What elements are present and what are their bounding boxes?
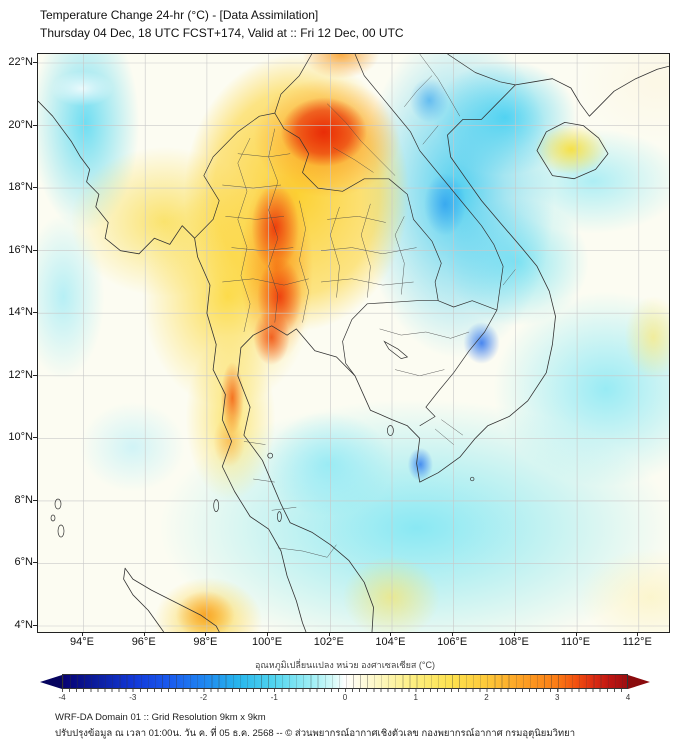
y-tick-label: 22°N bbox=[8, 56, 33, 68]
country-borders bbox=[194, 54, 516, 427]
y-tick-label: 10°N bbox=[8, 431, 33, 444]
y-tick-label: 8°N bbox=[14, 493, 33, 506]
colorbar bbox=[40, 674, 650, 689]
x-tick-mark bbox=[390, 632, 392, 636]
x-tick-label: 100°E bbox=[252, 636, 283, 648]
colorbar-left-arrow bbox=[40, 674, 62, 689]
lakes-and-islands bbox=[50, 340, 475, 538]
x-tick-label: 112°E bbox=[622, 636, 652, 648]
colorbar-gradient bbox=[62, 674, 628, 689]
y-tick-mark bbox=[33, 624, 37, 626]
colorbar-tick-label: -3 bbox=[129, 693, 137, 702]
province-borders bbox=[222, 54, 516, 558]
y-tick-mark bbox=[33, 249, 37, 251]
x-tick-label: 110°E bbox=[560, 636, 591, 648]
y-tick-mark bbox=[33, 374, 37, 376]
x-tick-label: 106°E bbox=[437, 636, 468, 648]
page-subtitle: Thursday 04 Dec, 18 UTC FCST+174, Valid … bbox=[40, 26, 404, 40]
map-plot-area bbox=[37, 53, 670, 633]
x-tick-label: 108°E bbox=[498, 636, 529, 648]
x-tick-label: 104°E bbox=[375, 636, 406, 648]
y-tick-mark bbox=[33, 187, 37, 189]
y-tick-mark bbox=[33, 437, 37, 439]
x-tick-mark bbox=[637, 632, 639, 636]
x-tick-mark bbox=[267, 632, 269, 636]
colorbar-tick-label: -1 bbox=[270, 693, 278, 702]
colorbar-right-arrow bbox=[628, 674, 650, 689]
temperature-heatmap bbox=[38, 54, 669, 632]
coastline bbox=[38, 65, 669, 632]
y-tick-label: 14°N bbox=[8, 306, 33, 319]
data-credit: ปรับปรุงข้อมูล ณ เวลา 01:00น. วัน ค. ที่… bbox=[55, 728, 576, 739]
colorbar-tick-label: 0 bbox=[342, 693, 348, 702]
geography-boundaries bbox=[38, 54, 669, 632]
colorbar-tick-label: -4 bbox=[58, 693, 66, 702]
colorbar-tick-label: 2 bbox=[484, 693, 489, 702]
x-tick-mark bbox=[205, 632, 207, 636]
x-tick-mark bbox=[328, 632, 330, 636]
colorbar-tick-label: 1 bbox=[413, 693, 418, 702]
y-tick-mark bbox=[33, 124, 37, 126]
colorbar-tick-label: 4 bbox=[625, 693, 631, 702]
x-tick-mark bbox=[575, 632, 577, 636]
y-tick-mark bbox=[33, 562, 37, 564]
x-tick-label: 94°E bbox=[70, 636, 94, 648]
y-tick-mark bbox=[33, 499, 37, 501]
colorbar-title: อุณหภูมิเปลี่ยนแปลง หน่วย องศาเซลเซียส (… bbox=[255, 660, 435, 670]
model-info: WRF-DA Domain 01 :: Grid Resolution 9km … bbox=[55, 712, 266, 723]
colorbar-minor-ticks bbox=[62, 689, 628, 692]
y-tick-label: 18°N bbox=[8, 181, 33, 194]
y-tick-label: 16°N bbox=[8, 243, 33, 256]
y-tick-label: 20°N bbox=[8, 118, 33, 131]
gridlines bbox=[38, 54, 669, 632]
x-tick-mark bbox=[143, 632, 145, 636]
colorbar-tick-label: -2 bbox=[199, 693, 208, 702]
x-tick-label: 98°E bbox=[193, 636, 218, 648]
x-tick-label: 102°E bbox=[313, 636, 344, 648]
page-title: Temperature Change 24-hr (°C) - [Data As… bbox=[40, 8, 319, 22]
y-tick-label: 4°N bbox=[14, 618, 33, 631]
x-tick-label: 96°E bbox=[131, 636, 156, 648]
x-tick-mark bbox=[452, 632, 454, 636]
x-tick-mark bbox=[513, 632, 515, 636]
x-tick-mark bbox=[82, 632, 83, 636]
colorbar-tick-label: 3 bbox=[555, 693, 560, 702]
y-tick-mark bbox=[33, 62, 37, 63]
y-tick-label: 12°N bbox=[8, 368, 33, 381]
y-tick-label: 6°N bbox=[14, 556, 33, 569]
y-tick-mark bbox=[33, 312, 37, 314]
